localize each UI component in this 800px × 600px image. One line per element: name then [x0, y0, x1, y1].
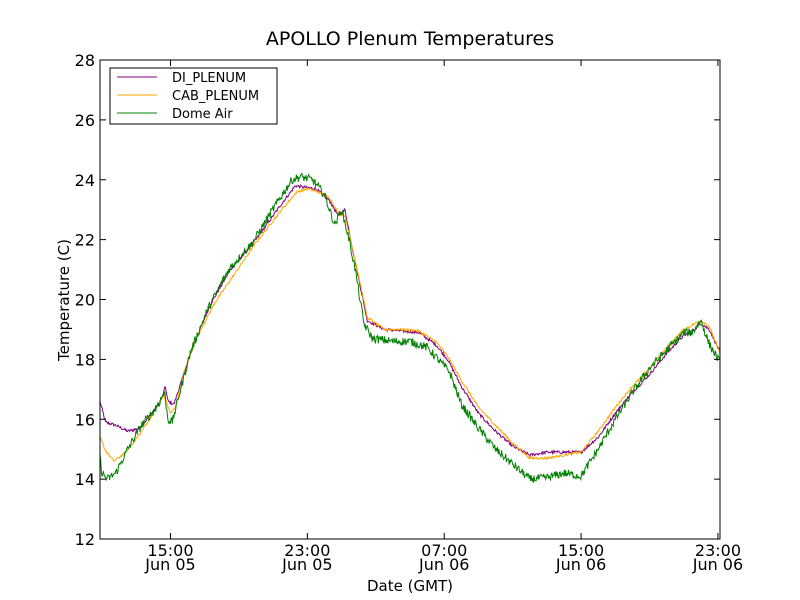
y-tick-label: 22	[75, 231, 95, 250]
y-tick-label: 20	[75, 291, 95, 310]
x-tick-label-time: 15:00	[147, 541, 193, 560]
x-tick-label-time: 07:00	[421, 541, 467, 560]
x-tick-label-time: 15:00	[558, 541, 604, 560]
series-line-cab-plenum	[100, 186, 720, 462]
legend: DI_PLENUM CAB_PLENUM Dome Air	[109, 67, 278, 125]
chart-title: APOLLO Plenum Temperatures	[266, 28, 554, 50]
x-tick-label-date: Jun 06	[555, 555, 606, 574]
y-tick-label: 16	[75, 410, 95, 429]
x-tick-label-time: 23:00	[695, 541, 741, 560]
y-tick-label: 12	[75, 530, 95, 549]
x-axis-label: Date (GMT)	[367, 577, 453, 595]
x-tick-label-date: Jun 05	[281, 555, 332, 574]
y-tick-label: 28	[75, 51, 95, 70]
legend-label-cab-plenum: CAB_PLENUM	[172, 89, 259, 104]
x-tick-label-time: 23:00	[284, 541, 330, 560]
y-tick-label: 24	[75, 171, 95, 190]
legend-label-di-plenum: DI_PLENUM	[172, 71, 246, 86]
y-axis-label: Temperature (C)	[55, 239, 73, 362]
y-tick-label: 14	[75, 470, 95, 489]
y-tick-label: 18	[75, 350, 95, 369]
legend-label-dome-air: Dome Air	[172, 107, 233, 122]
x-tick-label-date: Jun 05	[144, 555, 195, 574]
y-tick-label: 26	[75, 111, 95, 130]
x-tick-label-date: Jun 06	[692, 555, 743, 574]
series-line-dome-air	[100, 172, 720, 484]
x-tick-label-date: Jun 06	[418, 555, 469, 574]
